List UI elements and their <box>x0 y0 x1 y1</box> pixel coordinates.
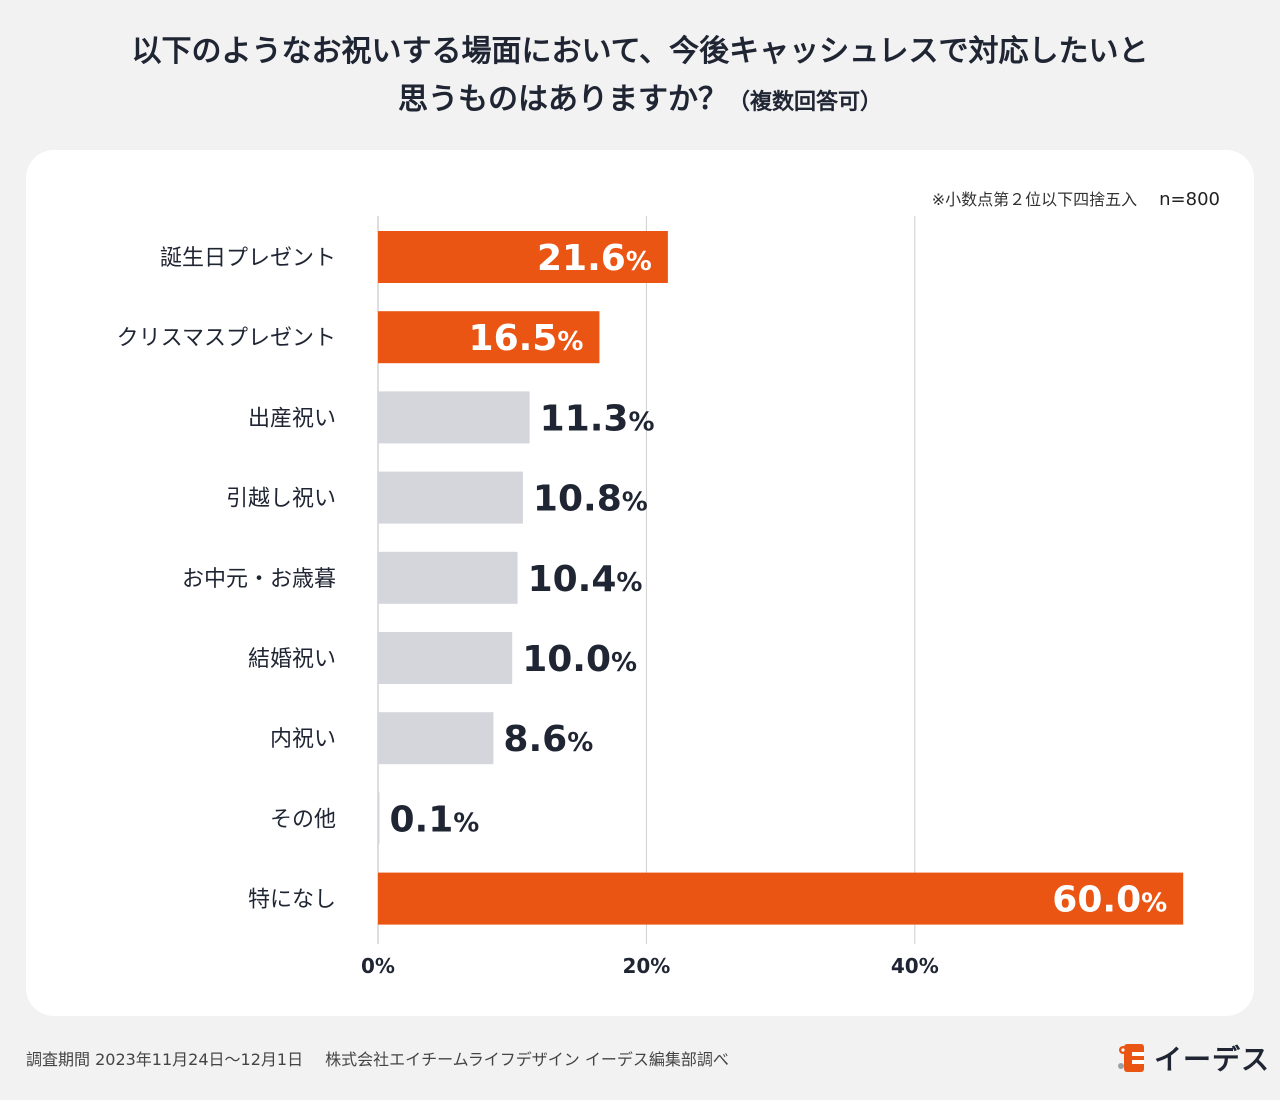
x-tick-label: 20% <box>622 954 670 978</box>
title-line-1: 以下のようなお祝いする場面において、今後キャッシュレスで対応したいと <box>131 34 1149 69</box>
category-label: 結婚祝い <box>248 647 336 672</box>
value-label: 21.6% <box>537 238 652 279</box>
value-label: 11.3% <box>540 398 655 439</box>
bar-3 <box>378 391 530 444</box>
logo-text: イーデス <box>1154 1043 1271 1076</box>
bar-5 <box>378 551 518 604</box>
x-tick-label: 40% <box>891 954 939 978</box>
rounding-note: ※小数点第２位以下四捨五入 <box>931 190 1138 209</box>
sample-size: n=800 <box>1159 189 1220 210</box>
title-line-2: 思うものはありますか？（複数回答可） <box>0 76 1280 127</box>
category-label: 内祝い <box>270 727 336 752</box>
brand-logo: イーデス <box>1118 1040 1270 1076</box>
title-question: 思うものはありますか？ <box>397 82 728 117</box>
value-label: 0.1% <box>390 799 480 840</box>
bar-6 <box>378 632 513 684</box>
bar-2 <box>378 311 600 364</box>
bar-9 <box>378 872 1184 925</box>
chart-note: ※小数点第２位以下四捨五入 n=800 <box>932 186 1220 210</box>
footer: 調査期間 2023年11月24日〜12月1日 株式会社エイチームライフデザイン イ… <box>26 1046 729 1070</box>
value-label: 8.6% <box>503 719 593 760</box>
title-subtitle: （複数回答可） <box>727 90 882 115</box>
survey-source: 株式会社エイチームライフデザイン イーデス編集部調べ <box>325 1050 729 1069</box>
bar-1 <box>378 231 668 283</box>
value-label: 10.8% <box>533 479 648 520</box>
category-label: 出産祝い <box>248 406 336 431</box>
bar-7 <box>378 712 494 765</box>
chart-title: 以下のようなお祝いする場面において、今後キャッシュレスで対応したいと 思うものは… <box>0 28 1280 127</box>
edes-logo-icon <box>1118 1044 1144 1072</box>
survey-period: 調査期間 2023年11月24日〜12月1日 <box>26 1050 304 1069</box>
value-label: 16.5% <box>469 318 584 359</box>
value-label: 10.0% <box>522 639 637 680</box>
x-tick-label: 0% <box>361 954 395 978</box>
bar-8 <box>378 792 380 845</box>
category-label: 特になし <box>248 888 336 913</box>
value-label: 60.0% <box>1052 880 1167 921</box>
category-label: その他 <box>270 807 336 832</box>
category-label: 引越し祝い <box>226 487 336 512</box>
category-label: お中元・お歳暮 <box>182 567 336 592</box>
bar-4 <box>378 471 523 524</box>
chart-card <box>26 150 1254 1016</box>
category-label: クリスマスプレゼント <box>117 326 336 351</box>
category-label: 誕生日プレゼント <box>160 246 336 271</box>
value-label: 10.4% <box>528 559 643 600</box>
